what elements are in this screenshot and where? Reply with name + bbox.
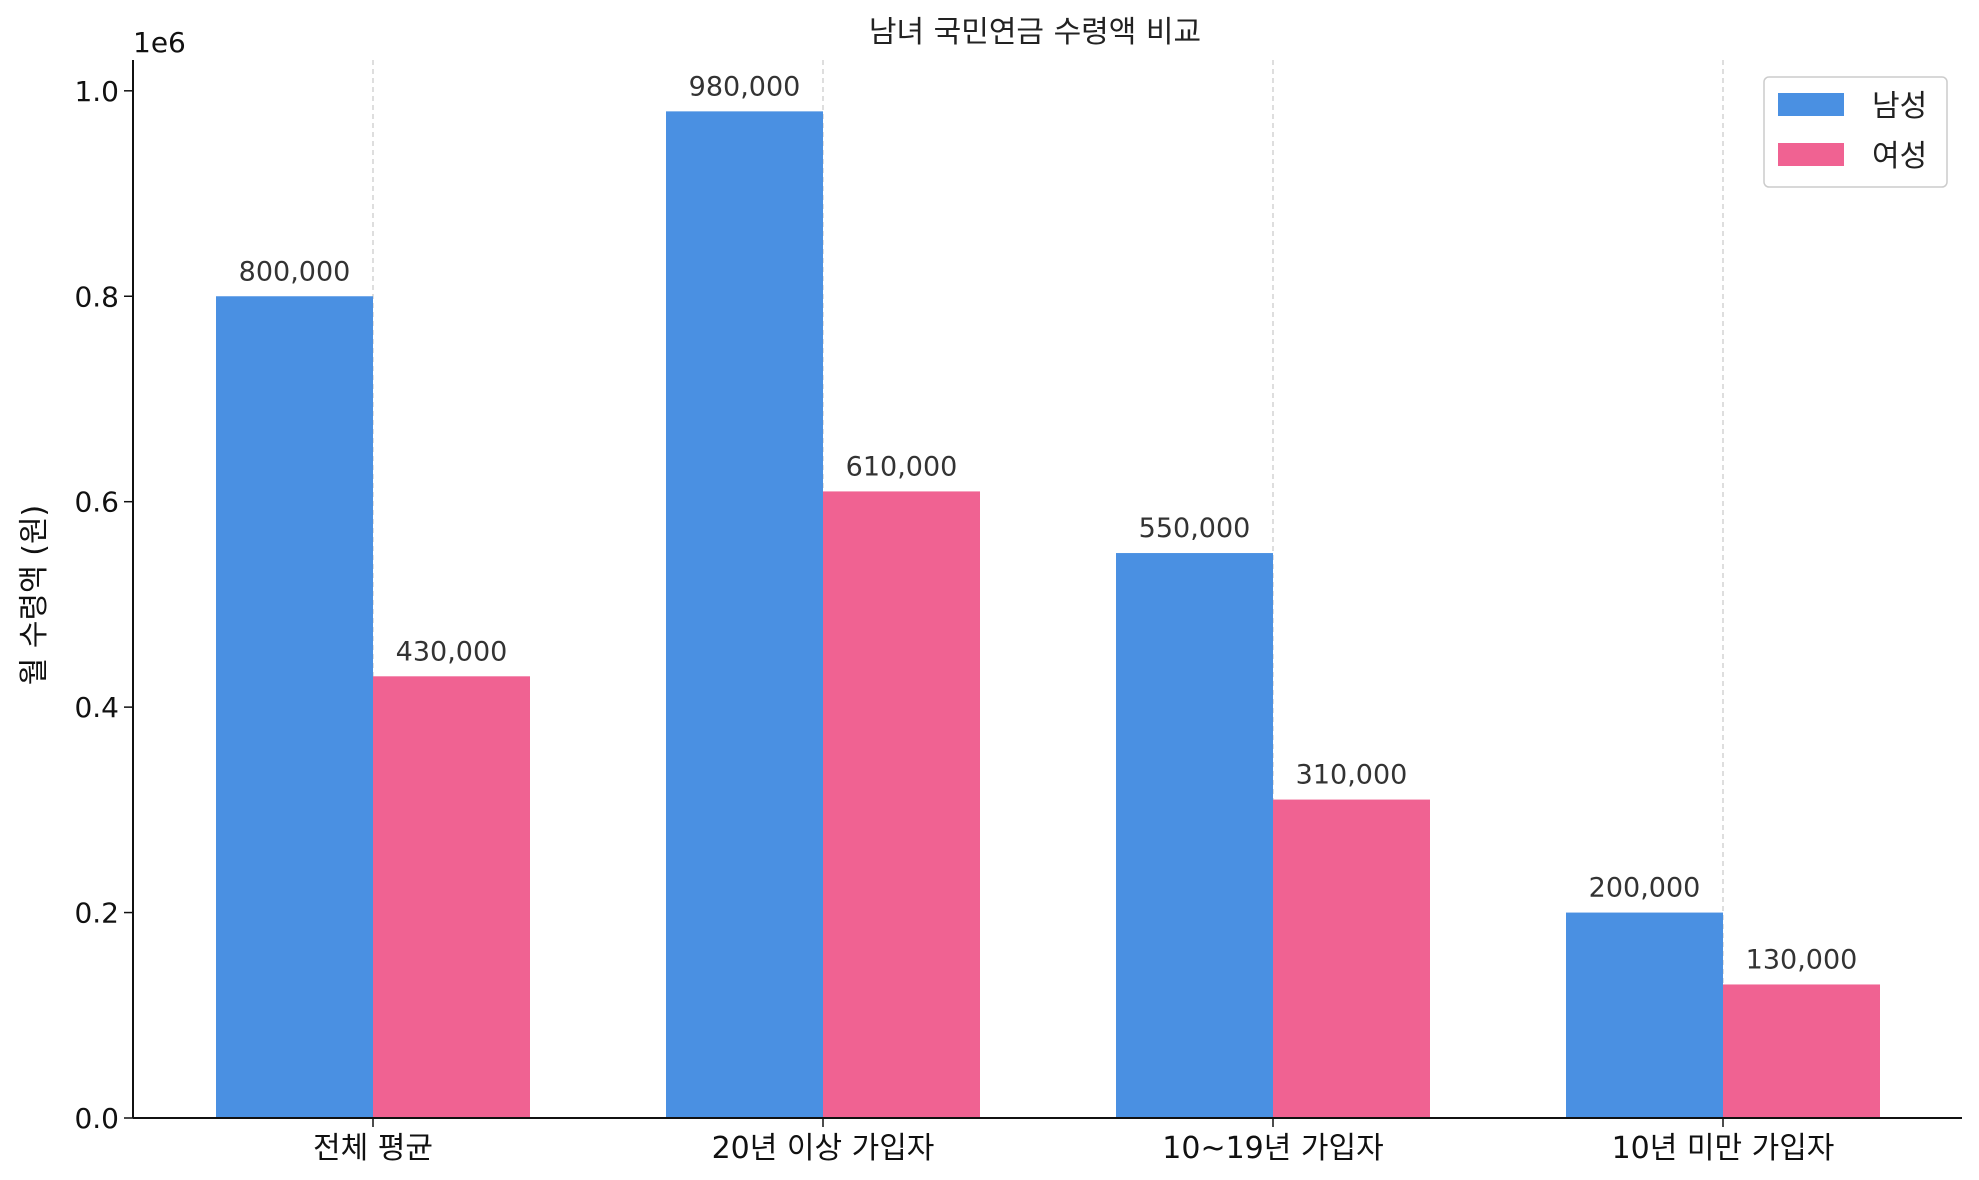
bar-male [1566, 912, 1723, 1118]
bar-female [1273, 799, 1430, 1118]
bar-female [823, 491, 980, 1118]
y-axis-offset-label: 1e6 [133, 26, 186, 59]
data-label: 130,000 [1746, 944, 1858, 975]
legend-swatch [1778, 143, 1844, 166]
data-label: 800,000 [239, 256, 351, 287]
y-tick-label: 0.4 [74, 691, 119, 724]
grid-lines [372, 60, 1724, 1118]
y-tick-label: 0.2 [74, 897, 119, 930]
bar-female [373, 676, 530, 1118]
legend-swatch [1778, 93, 1844, 116]
bar-female [1723, 984, 1880, 1118]
x-tick-label: 10년 미만 가입자 [1612, 1131, 1835, 1166]
data-label: 550,000 [1139, 513, 1251, 544]
bar-male [216, 296, 373, 1118]
data-label: 980,000 [689, 71, 801, 102]
data-label: 200,000 [1589, 873, 1701, 904]
x-tick-label: 20년 이상 가입자 [712, 1131, 935, 1166]
data-labels: 800,000 980,000 550,000 200,000 430,000 610,0… [239, 71, 1858, 975]
chart-title: 남녀 국민연금 수령액 비교 [869, 15, 1201, 50]
x-tick-label: 전체 평균 [313, 1131, 433, 1166]
y-tick-label: 0.8 [74, 280, 119, 313]
y-axis-label: 월 수령액 (원) [17, 505, 52, 685]
y-tick-label: 1.0 [74, 75, 119, 108]
data-label: 430,000 [396, 636, 508, 667]
axes: 0.0 0.2 0.4 0.6 0.8 1.0 전체 평균 20년 이상 가입자 10~19년 … [74, 60, 1962, 1166]
x-tick-label: 10~19년 가입자 [1162, 1131, 1383, 1166]
legend-label: 남성 [1872, 89, 1927, 124]
data-label: 610,000 [846, 451, 958, 482]
y-tick-label: 0.0 [74, 1102, 119, 1135]
legend-label: 여성 [1872, 139, 1927, 174]
bar-male [666, 111, 823, 1118]
data-label: 310,000 [1296, 760, 1408, 791]
bar-male [1116, 553, 1273, 1118]
y-tick-label: 0.6 [74, 486, 119, 519]
bars [216, 111, 1880, 1118]
